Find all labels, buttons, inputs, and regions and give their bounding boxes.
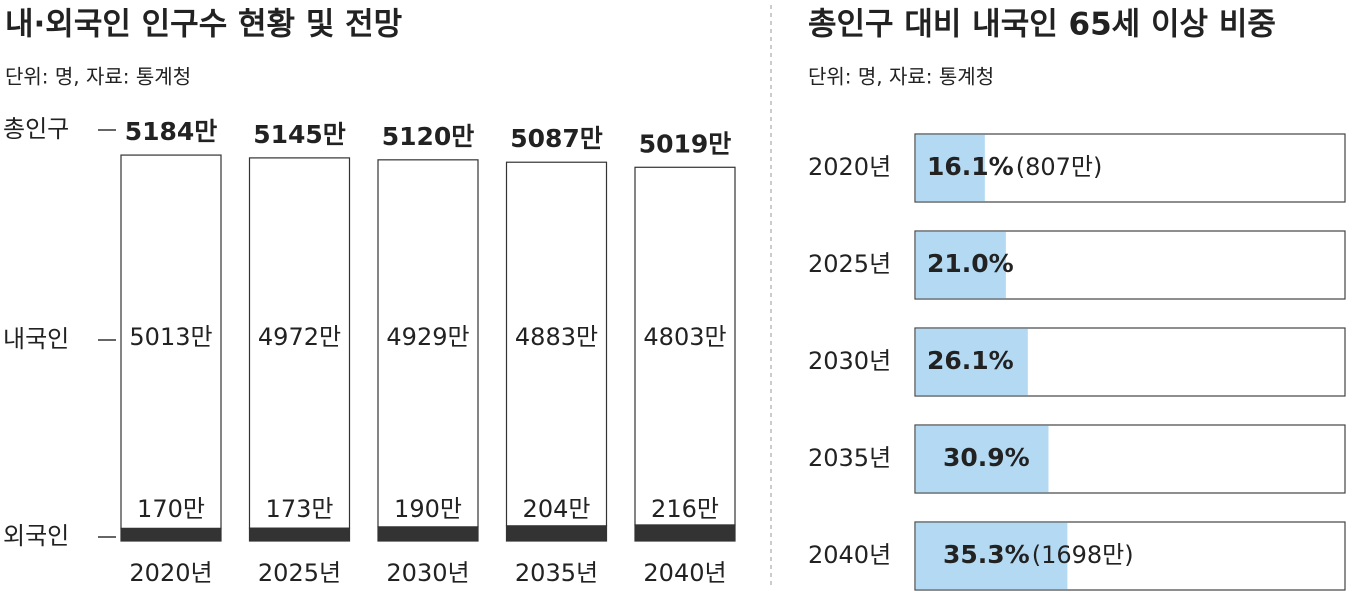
note-label: (807만) <box>1016 153 1103 181</box>
x-tick-label: 2025년 <box>258 559 341 587</box>
bar-segment <box>248 157 351 529</box>
bar-segment <box>377 159 479 528</box>
value-label: 5013만 <box>129 323 212 351</box>
value-label: 35.3% <box>943 540 1030 569</box>
value-label: 30.9% <box>943 443 1030 472</box>
chart-title: 내·외국인 인구수 현황 및 전망 <box>5 7 402 43</box>
bar <box>915 425 1049 493</box>
value-label: 4929만 <box>386 323 469 351</box>
value-label: 16.1% <box>927 152 1014 181</box>
value-label: 170만 <box>137 495 205 523</box>
bar-segment <box>634 524 736 542</box>
value-label: 4972만 <box>258 323 341 351</box>
bar-segment <box>248 527 351 542</box>
value-label: 26.1% <box>927 346 1014 375</box>
value-label: 216만 <box>651 495 719 523</box>
bar <box>915 134 985 202</box>
note-label: (1698만) <box>1032 541 1134 569</box>
total-label: 5145만 <box>253 120 346 149</box>
bar <box>915 231 1006 299</box>
row-label: 총인구 <box>3 115 69 143</box>
bar <box>915 522 1068 590</box>
bar-segment <box>505 525 608 542</box>
y-tick-label: 2035년 <box>808 444 891 472</box>
value-label: 21.0% <box>927 249 1014 278</box>
y-tick-label: 2020년 <box>808 153 891 181</box>
y-tick-label: 2040년 <box>808 541 891 569</box>
y-tick-label: 2030년 <box>808 347 891 375</box>
bar-segment <box>505 161 608 527</box>
total-label: 5087만 <box>510 124 603 153</box>
total-label: 5019만 <box>639 129 732 158</box>
row-label: 외국인 <box>3 522 69 550</box>
bar-segment <box>634 166 736 526</box>
chart-title: 총인구 대비 내국인 65세 이상 비중 <box>808 7 1276 43</box>
total-label: 5120만 <box>382 122 475 151</box>
x-tick-label: 2040년 <box>643 559 726 587</box>
value-label: 173만 <box>266 495 334 523</box>
bar-segment <box>120 527 222 542</box>
total-label: 5184만 <box>125 117 218 146</box>
value-label: 204만 <box>523 495 591 523</box>
value-label: 4803만 <box>643 323 726 351</box>
x-tick-label: 2030년 <box>386 559 469 587</box>
row-label: 내국인 <box>3 325 69 353</box>
x-tick-label: 2035년 <box>515 559 598 587</box>
x-tick-label: 2020년 <box>129 559 212 587</box>
bar-track <box>914 133 1346 203</box>
value-label: 190만 <box>394 495 462 523</box>
chart-subtitle: 단위: 명, 자료: 통계청 <box>5 65 191 89</box>
bar-segment <box>120 154 222 529</box>
chart-subtitle: 단위: 명, 자료: 통계청 <box>808 65 994 89</box>
bar-segment <box>377 526 479 542</box>
bar <box>915 328 1028 396</box>
y-tick-label: 2025년 <box>808 250 891 278</box>
value-label: 4883만 <box>515 323 598 351</box>
